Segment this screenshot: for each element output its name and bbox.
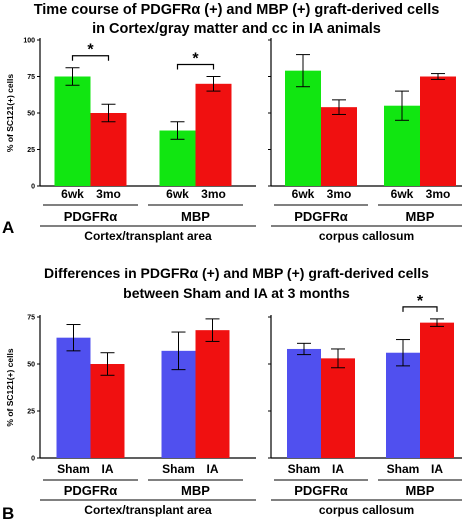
chart2-group-label: PDGFRα bbox=[294, 483, 348, 498]
chart1-significance-bracket bbox=[176, 63, 215, 70]
chart1-group-label: PDGFRα bbox=[64, 209, 118, 224]
chart2-category-label: IA bbox=[332, 462, 344, 476]
chart1-category-label: 3mo bbox=[426, 187, 451, 201]
chart1-group-label: MBP bbox=[406, 209, 435, 224]
chart2-category-label: Sham bbox=[387, 462, 420, 476]
chart1-panel-letter: A bbox=[2, 218, 14, 237]
chart1-group-label: MBP bbox=[181, 209, 210, 224]
chart1-bar-6wk-2 bbox=[285, 70, 321, 186]
chart1-category-label: 6wk bbox=[292, 187, 315, 201]
chart2-y-tick-label: 0 bbox=[31, 456, 35, 463]
chart2-category-label: Sham bbox=[162, 462, 195, 476]
chart2-title-line: between Sham and IA at 3 months bbox=[123, 285, 350, 301]
chart2-category-label: IA bbox=[207, 462, 219, 476]
chart1-y-tick-label: 25 bbox=[27, 147, 35, 154]
chart2-group-label: MBP bbox=[181, 483, 210, 498]
chart2-bar-ia-3 bbox=[420, 322, 454, 458]
chart1-region-label: Cortex/transplant area bbox=[84, 229, 212, 243]
chart1-group-label: PDGFRα bbox=[294, 209, 348, 224]
chart1-significance-bracket bbox=[71, 55, 110, 61]
chart1-y-tick-label: 75 bbox=[27, 74, 35, 81]
chart2-y-axis-label: % of SC121(+) cells bbox=[5, 348, 15, 426]
chart2-panel-letter: B bbox=[2, 504, 14, 521]
chart2-bar-sham-2 bbox=[287, 348, 321, 458]
chart1-y-tick-label: 100 bbox=[23, 38, 35, 45]
chart1-y-tick-label: 50 bbox=[27, 111, 35, 118]
chart2-bar-ia-2 bbox=[321, 358, 355, 458]
chart1-y-tick-label: 0 bbox=[31, 184, 35, 191]
chart2-y-tick-label: 75 bbox=[27, 315, 35, 322]
chart2-y-tick-label: 25 bbox=[27, 409, 35, 416]
chart1-significance-star: * bbox=[87, 42, 94, 59]
chart2-bar-ia-0 bbox=[90, 364, 125, 458]
chart1-category-label: 6wk bbox=[391, 187, 414, 201]
chart2-bar-ia-1 bbox=[195, 330, 230, 458]
chart1-category-label: 6wk bbox=[166, 187, 189, 201]
chart2-group-label: PDGFRα bbox=[64, 483, 118, 498]
chart1-title-line: Time course of PDGFRα (+) and MBP (+) gr… bbox=[34, 2, 440, 18]
chart1-significance-star: * bbox=[192, 51, 199, 68]
chart2-significance-bracket bbox=[402, 306, 438, 312]
chart2-bar-sham-0 bbox=[56, 337, 91, 458]
chart1-category-label: 6wk bbox=[61, 187, 84, 201]
chart2-region-label: Cortex/transplant area bbox=[84, 503, 212, 517]
chart1-title-line: in Cortex/gray matter and cc in IA anima… bbox=[92, 21, 381, 37]
chart1-category-label: 3mo bbox=[327, 187, 352, 201]
chart1-y-axis-label: % of SC121(+) cells bbox=[5, 74, 15, 152]
chart2-significance-star: * bbox=[417, 293, 424, 310]
chart2-y-tick-label: 50 bbox=[27, 362, 35, 369]
chart2-category-label: IA bbox=[102, 462, 114, 476]
chart1-region-label: corpus callosum bbox=[319, 229, 414, 243]
chart1-bar-3mo-1 bbox=[195, 83, 232, 186]
chart2-bar-sham-3 bbox=[386, 352, 420, 458]
chart1-category-label: 3mo bbox=[201, 187, 226, 201]
chart1-bar-3mo-0 bbox=[90, 113, 127, 186]
chart1-bar-3mo-2 bbox=[321, 107, 357, 186]
chart2-region-label: corpus callosum bbox=[319, 503, 414, 517]
chart2-group-label: MBP bbox=[406, 483, 435, 498]
chart2-title-line: Differences in PDGFRα (+) and MBP (+) gr… bbox=[44, 265, 429, 281]
chart2-category-label: IA bbox=[431, 462, 443, 476]
chart1-bar-6wk-0 bbox=[54, 76, 91, 186]
chart2-category-label: Sham bbox=[57, 462, 90, 476]
chart1-bar-3mo-3 bbox=[420, 76, 456, 186]
chart1-category-label: 3mo bbox=[96, 187, 121, 201]
chart2-category-label: Sham bbox=[288, 462, 321, 476]
